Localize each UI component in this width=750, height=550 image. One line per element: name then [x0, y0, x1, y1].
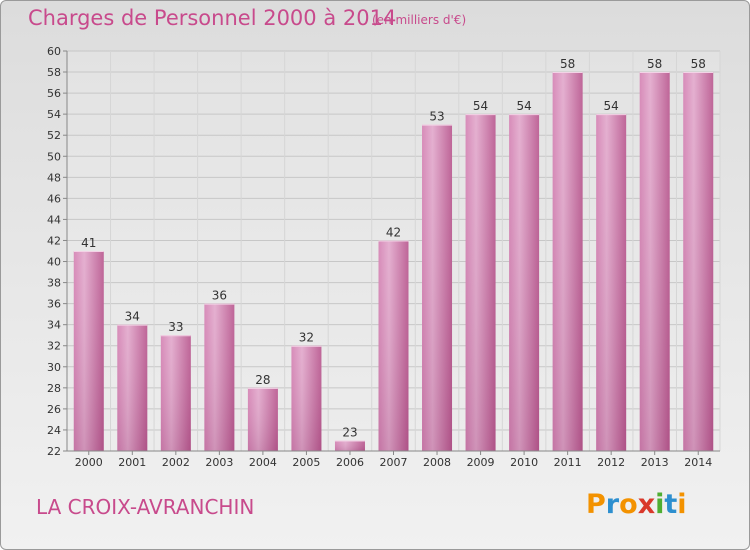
data-label: 42 — [386, 225, 401, 239]
x-tick-label: 2001 — [118, 456, 146, 469]
x-tick-label: 2005 — [292, 456, 320, 469]
bar-shade — [683, 72, 714, 451]
y-tick-label: 60 — [47, 45, 61, 58]
bar-shade — [552, 72, 583, 451]
data-label: 54 — [473, 99, 488, 113]
y-tick-label: 22 — [47, 445, 61, 458]
data-label: 58 — [560, 57, 575, 71]
y-tick-label: 48 — [47, 171, 61, 184]
logo-letter: t — [664, 489, 678, 520]
data-label: 58 — [647, 57, 662, 71]
data-label: 34 — [125, 310, 140, 324]
bar-shade — [378, 240, 409, 451]
bar-shade — [247, 387, 278, 451]
bar-shade — [334, 440, 365, 451]
x-tick-label: 2000 — [75, 456, 103, 469]
x-tick-label: 2012 — [597, 456, 625, 469]
y-tick-label: 42 — [47, 234, 61, 247]
x-tick-label: 2010 — [510, 456, 538, 469]
y-tick-label: 56 — [47, 87, 61, 100]
y-tick-label: 50 — [47, 150, 61, 163]
data-label: 41 — [81, 236, 96, 250]
x-tick-label: 2003 — [205, 456, 233, 469]
bar-shade — [204, 303, 235, 451]
logo-letter: P — [586, 489, 606, 520]
logo-letter: i — [677, 489, 687, 520]
data-label: 33 — [168, 320, 183, 334]
bar-shade — [291, 345, 322, 451]
bar-shade — [596, 114, 627, 451]
data-label: 54 — [604, 99, 619, 113]
y-tick-label: 40 — [47, 256, 61, 269]
y-tick-label: 44 — [47, 213, 61, 226]
x-tick-label: 2004 — [249, 456, 277, 469]
proxiti-logo: Proxiti — [586, 489, 687, 520]
y-tick-label: 36 — [47, 298, 61, 311]
y-tick-label: 24 — [47, 424, 61, 437]
bar-shade — [509, 114, 540, 451]
commune-name: LA CROIX-AVRANCHIN — [36, 495, 255, 519]
y-tick-label: 28 — [47, 382, 61, 395]
y-tick-label: 58 — [47, 66, 61, 79]
data-label: 54 — [516, 99, 531, 113]
data-label: 32 — [299, 331, 314, 345]
logo-letter: i — [655, 489, 665, 520]
bar-shade — [465, 114, 496, 451]
x-tick-label: 2002 — [162, 456, 190, 469]
data-label: 53 — [429, 110, 444, 124]
data-label: 58 — [691, 57, 706, 71]
bar-shade — [639, 72, 670, 451]
x-tick-label: 2014 — [684, 456, 712, 469]
x-tick-label: 2013 — [641, 456, 669, 469]
x-tick-label: 2008 — [423, 456, 451, 469]
logo-letter: x — [637, 489, 656, 520]
bar-shade — [117, 324, 148, 451]
logo-letter: o — [619, 489, 638, 520]
x-tick-label: 2011 — [554, 456, 582, 469]
y-tick-label: 34 — [47, 319, 61, 332]
chart-title: Charges de Personnel 2000 à 2014 — [28, 6, 397, 30]
y-tick-label: 30 — [47, 361, 61, 374]
data-label: 36 — [212, 289, 227, 303]
chart-subtitle: (en milliers d'€) — [372, 13, 467, 27]
y-tick-label: 54 — [47, 108, 61, 121]
x-tick-label: 2009 — [467, 456, 495, 469]
y-tick-label: 32 — [47, 340, 61, 353]
y-tick-label: 26 — [47, 403, 61, 416]
bar-shade — [73, 251, 104, 451]
data-label: 23 — [342, 425, 357, 439]
x-tick-label: 2006 — [336, 456, 364, 469]
bar-shade — [422, 124, 453, 452]
logo-letter: r — [605, 489, 620, 520]
data-label: 28 — [255, 373, 270, 387]
y-tick-label: 46 — [47, 192, 61, 205]
bar-shade — [160, 335, 191, 451]
x-tick-label: 2007 — [380, 456, 408, 469]
y-tick-label: 52 — [47, 129, 61, 142]
y-tick-label: 38 — [47, 277, 61, 290]
